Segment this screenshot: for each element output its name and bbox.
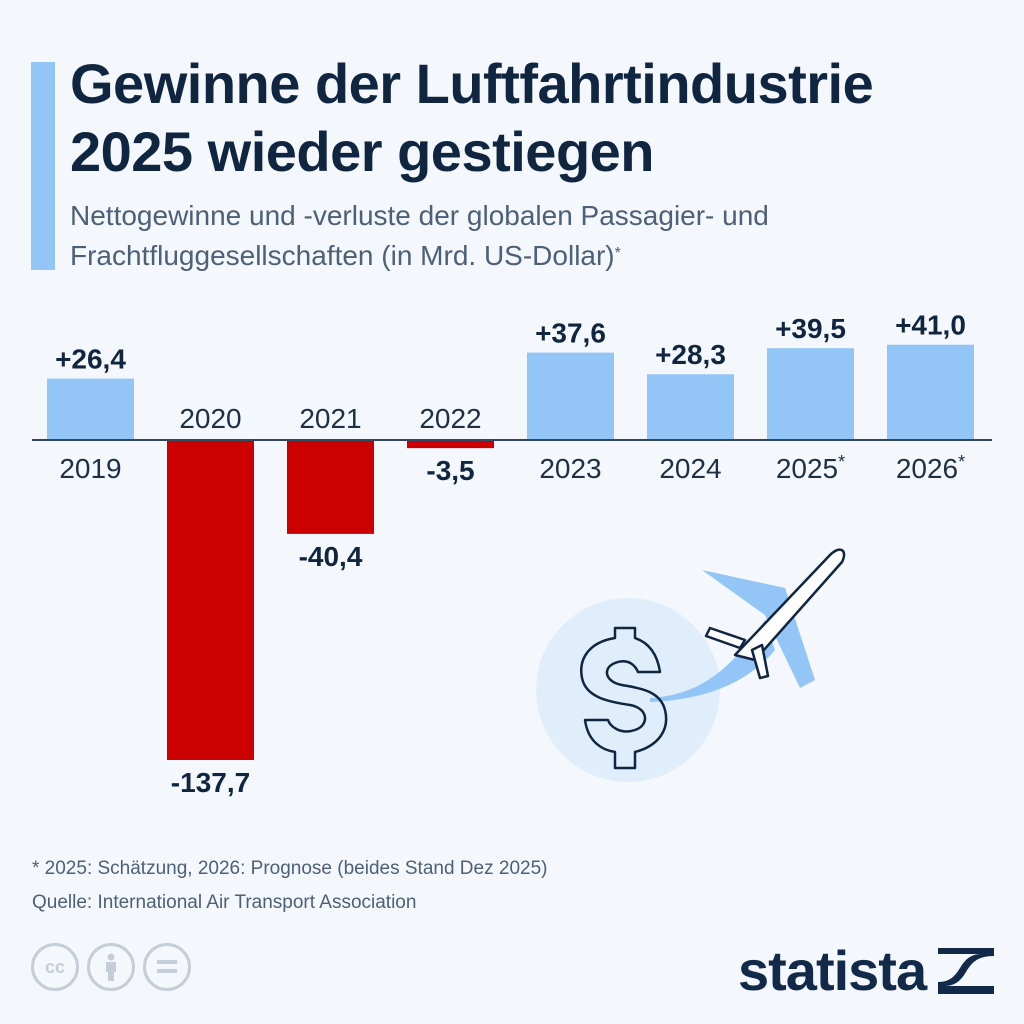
source-text: Quelle: International Air Transport Asso…: [32, 892, 417, 913]
value-label: -137,7: [171, 767, 250, 798]
cc-icon[interactable]: cc: [31, 943, 79, 991]
value-label: -40,4: [299, 541, 363, 572]
title-line-1: Gewinne der Luftfahrtindustrie: [70, 52, 874, 115]
bar-2023: [527, 352, 614, 440]
airplane-icon: [704, 548, 846, 680]
bar-2022: [407, 440, 494, 449]
category-label: 2020: [179, 403, 241, 434]
value-label: -3,5: [426, 455, 474, 486]
category-label: 2022: [419, 403, 481, 434]
subtitle-line-2: Frachtfluggesellschaften (in Mrd. US-Dol…: [70, 240, 615, 271]
value-label: +28,3: [655, 339, 726, 370]
license-icons: cc: [31, 943, 191, 991]
value-label: +37,6: [535, 318, 606, 349]
category-label: 2024: [659, 453, 721, 484]
bar-2025: [767, 348, 854, 440]
bar-2026: [887, 344, 974, 440]
value-label: +41,0: [895, 310, 966, 341]
person-glyph: [106, 953, 116, 981]
category-label: 2019: [59, 453, 121, 484]
footnote: * 2025: Schätzung, 2026: Prognose (beide…: [32, 852, 547, 920]
circle-background: [536, 598, 720, 782]
accent-bar: [31, 62, 55, 270]
subtitle-footnote-marker: *: [614, 245, 621, 262]
bar-chart: +26,4 2019 -137,7 2020 -40,4 2021 -3,5 2022 +37,…: [32, 310, 992, 798]
dollar-sign-icon: [580, 626, 668, 770]
value-label: +39,5: [775, 313, 846, 344]
chart-title: Gewinne der Luftfahrtindustrie 2025 wied…: [70, 50, 1010, 186]
value-label: +26,4: [55, 344, 126, 375]
attribution-icon[interactable]: [87, 943, 135, 991]
bar-2024: [647, 374, 734, 440]
cc-icon-text: cc: [44, 956, 66, 977]
bar-2020: [167, 440, 254, 760]
bar-2021: [287, 440, 374, 534]
category-label: 2025*: [776, 452, 845, 484]
subtitle-line-1: Nettogewinne und -verluste der globalen …: [70, 200, 769, 231]
statista-logo[interactable]: statista: [738, 938, 995, 1003]
footnote-text: * 2025: Schätzung, 2026: Prognose (beide…: [32, 858, 548, 879]
category-label: 2026*: [896, 452, 965, 484]
labels-group: +26,4 2019 -137,7 2020 -40,4 2021 -3,5 2022 +37,…: [55, 310, 966, 798]
chart-subtitle: Nettogewinne und -verluste der globalen …: [70, 196, 1010, 276]
airplane-dollar-illustration: [536, 548, 846, 782]
category-label: 2021: [299, 403, 361, 434]
no-derivatives-icon[interactable]: [143, 943, 191, 991]
bars-group: [47, 344, 974, 760]
title-line-2: 2025 wieder gestiegen: [70, 120, 655, 183]
bar-2019: [47, 378, 134, 440]
equals-glyph: [157, 960, 177, 973]
category-label: 2023: [539, 453, 601, 484]
statista-logo-icon: [938, 947, 995, 994]
logo-text: statista: [738, 939, 927, 1002]
